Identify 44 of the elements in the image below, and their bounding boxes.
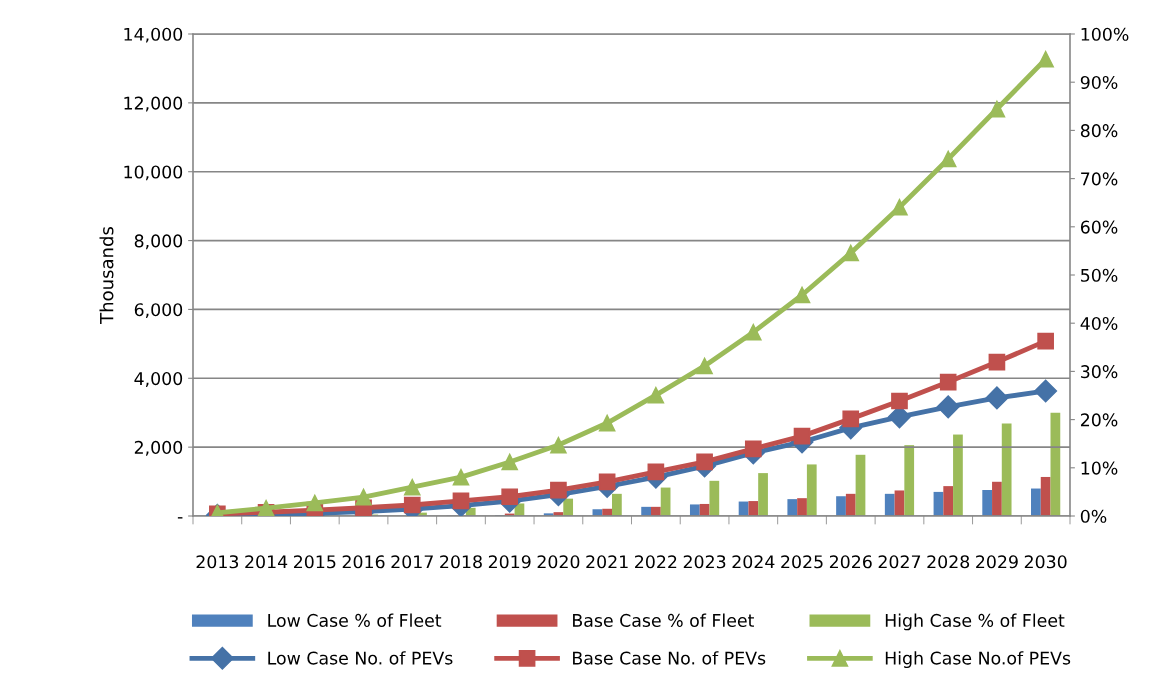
legend-label: High Case No.of PEVs bbox=[885, 651, 1071, 668]
y2-tick-label: 20% bbox=[1080, 413, 1118, 427]
y2-tick-label: 40% bbox=[1080, 316, 1118, 331]
y2-tick-label: 10% bbox=[1081, 461, 1118, 475]
x-tick-label: 2023 bbox=[683, 555, 726, 569]
x-tick-label: 2021 bbox=[586, 555, 628, 569]
y-tick-label: 8,000 bbox=[134, 234, 183, 250]
x-tick-label: 2022 bbox=[635, 555, 677, 569]
y2-tick-label: 90% bbox=[1080, 75, 1118, 90]
x-tick-label: 2017 bbox=[391, 555, 433, 569]
y2-tick-label: 100% bbox=[1081, 27, 1129, 41]
y-tick-label: 2,000 bbox=[134, 440, 183, 456]
x-tick-label: 2024 bbox=[732, 555, 775, 569]
y2-tick-label: 50% bbox=[1081, 268, 1118, 282]
y-tick-label: - bbox=[177, 517, 183, 519]
x-tick-label: 2019 bbox=[488, 555, 531, 569]
legend-label: Low Case No. of PEVs bbox=[268, 651, 453, 665]
x-tick-label: 2016 bbox=[342, 555, 385, 569]
x-tick-label: 2030 bbox=[1024, 555, 1067, 569]
y-tick-label: 12,000 bbox=[124, 96, 183, 112]
legend-label: High Case % of Fleet bbox=[885, 613, 1065, 631]
y2-tick-label: 0% bbox=[1080, 509, 1107, 523]
x-tick-label: 2025 bbox=[781, 555, 823, 569]
legend-label: Base Case No. of PEVs bbox=[573, 651, 766, 665]
y2-tick-label: 30% bbox=[1081, 365, 1118, 379]
legend-label: Base Case % of Fleet bbox=[573, 613, 754, 627]
x-tick-label: 2013 bbox=[196, 555, 239, 569]
y-tick-label: 6,000 bbox=[134, 303, 183, 319]
y-tick-label: 14,000 bbox=[124, 27, 183, 43]
x-tick-label: 2015 bbox=[293, 555, 336, 569]
y-axis-title: Thousands bbox=[99, 227, 114, 324]
x-tick-label: 2020 bbox=[537, 555, 580, 569]
x-tick-label: 2027 bbox=[878, 555, 921, 569]
y-tick-label: 4,000 bbox=[134, 372, 183, 387]
x-tick-label: 2014 bbox=[245, 555, 288, 569]
y-tick-label: 10,000 bbox=[124, 165, 183, 181]
x-tick-label: 2028 bbox=[927, 555, 970, 569]
y2-tick-label: 60% bbox=[1080, 220, 1118, 234]
x-tick-label: 2018 bbox=[440, 555, 482, 569]
legend-label: Low Case % of Fleet bbox=[268, 613, 442, 627]
x-tick-label: 2029 bbox=[976, 555, 1018, 569]
y2-tick-label: 80% bbox=[1080, 124, 1118, 138]
y2-tick-label: 70% bbox=[1081, 172, 1118, 186]
x-tick-label: 2026 bbox=[829, 555, 872, 569]
